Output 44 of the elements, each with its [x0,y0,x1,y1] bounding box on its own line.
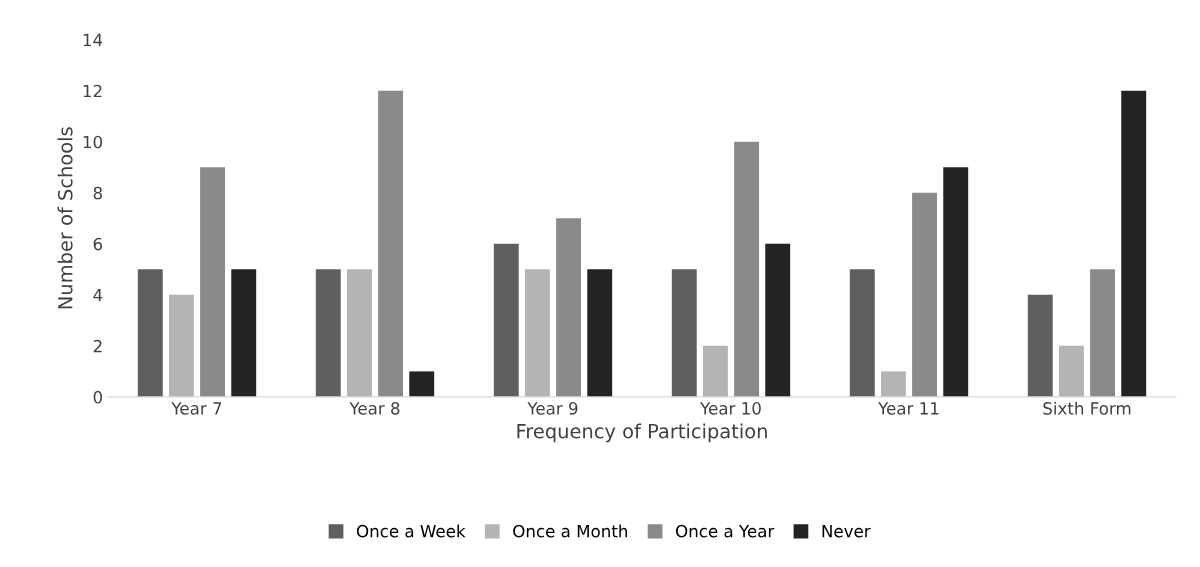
bar [912,192,938,397]
y-tick-label: 10 [83,135,103,149]
y-tick-label: 4 [93,289,103,302]
y-tick-label: 0 [93,390,103,404]
y-tick-label: 14 [83,33,103,47]
y-tick-label: 12 [83,84,102,98]
x-axis-title: Frequency of Participation [517,423,767,443]
bar [1121,90,1147,397]
bar [702,345,728,397]
x-tick-label: Year 9 [527,402,578,415]
bar [556,218,582,397]
bar [315,269,341,397]
bar [1058,345,1084,397]
bar [849,269,875,397]
bar [587,269,613,397]
legend-label: Never [822,525,871,538]
bar [137,269,163,397]
bar [200,167,226,397]
bar [378,90,404,397]
bar [1090,269,1116,397]
y-tick-label: 2 [93,339,102,353]
x-tick-label: Year 10 [700,402,761,415]
bar [943,167,969,397]
y-tick-label: 6 [93,237,103,251]
bar [409,371,435,397]
bar [524,269,550,397]
x-tick-label: Year 7 [171,402,222,415]
bar [168,294,194,397]
y-axis-title: Number of Schools [57,127,73,309]
bar [493,243,519,397]
bar [1027,294,1053,397]
bar [880,371,906,397]
x-tick-label: Sixth Form [1043,401,1131,415]
legend-label: Once a Month [513,524,627,538]
bar [231,269,257,397]
legend-label: Once a Week [356,524,466,538]
bar [671,269,697,397]
bar [734,141,760,397]
legend-label: Once a Year [676,524,775,538]
x-tick-label: Year 8 [349,402,400,415]
x-tick-label: Year 11 [878,402,939,415]
y-tick-label: 8 [93,186,102,200]
bar [346,269,372,397]
bar [765,243,791,397]
